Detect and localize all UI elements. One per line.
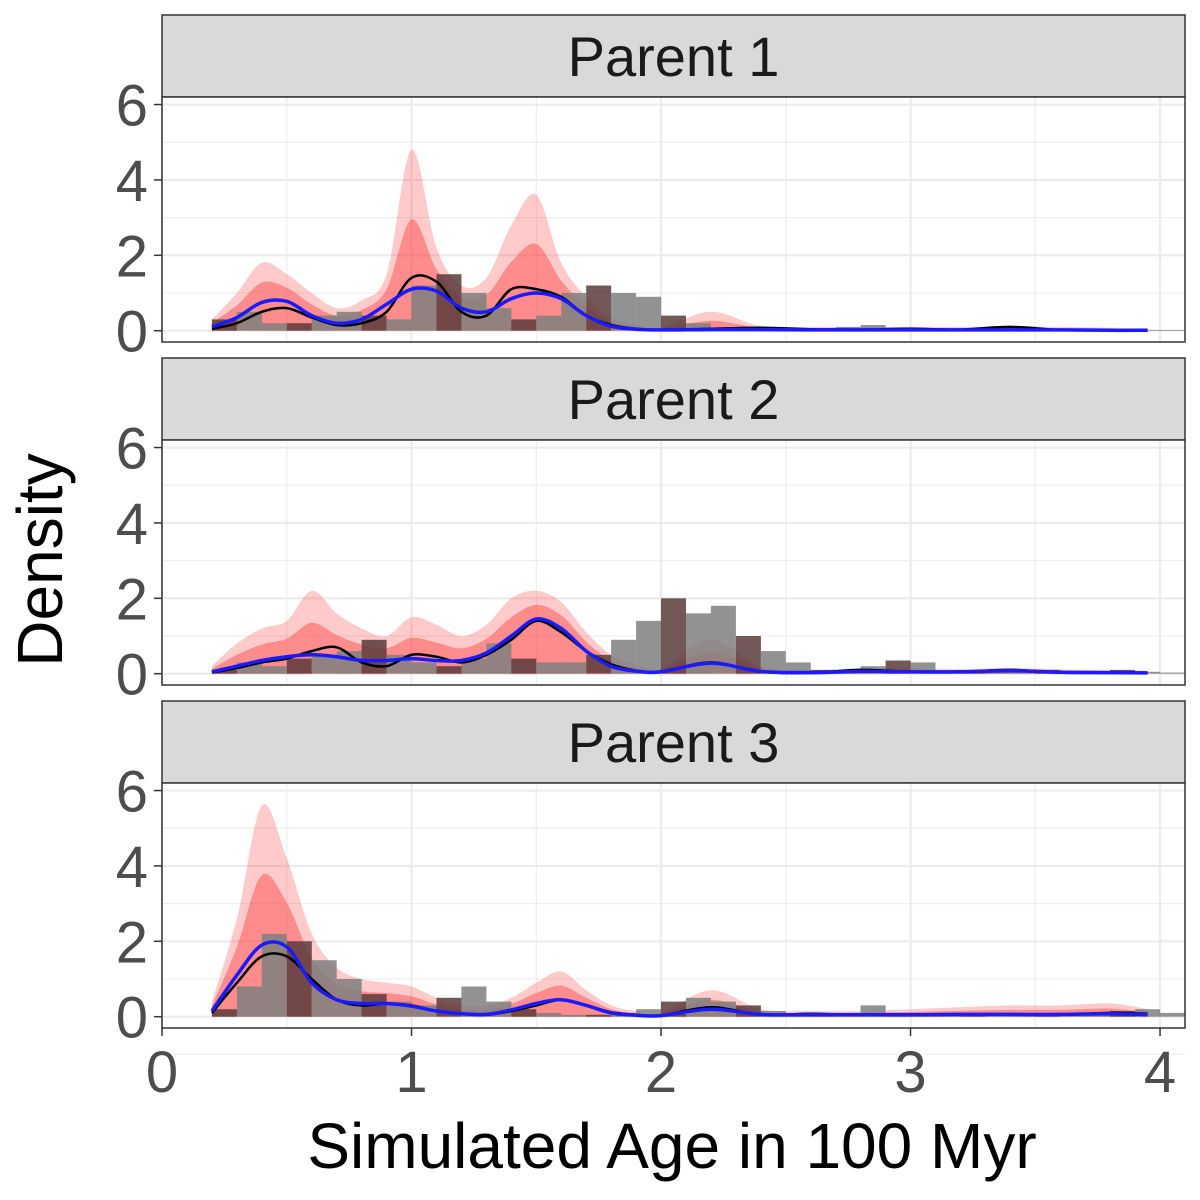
facet-panel: Parent 3 0 2 4 6	[116, 700, 1186, 1055]
x-axis-title: Simulated Age in 100 Myr	[307, 1110, 1036, 1182]
histogram-bar	[486, 308, 512, 331]
histogram-bar	[361, 315, 387, 331]
histogram-bar	[636, 1009, 662, 1017]
bootstrap-band-core	[211, 604, 1148, 674]
y-tick-label: 4	[116, 149, 148, 214]
y-tick-label: 0	[116, 986, 148, 1051]
facet-panels: Parent 1 0 2 4 6 Parent 2 0 2 4 6 Parent 3 0 2 4 6	[116, 14, 1186, 1055]
histogram-bar	[760, 651, 786, 674]
panel-border	[161, 96, 1186, 343]
histogram-bar	[985, 671, 1011, 674]
y-tick-label: 2	[116, 910, 148, 975]
facet-panel: Parent 1 0 2 4 6	[116, 14, 1186, 369]
histogram-bar	[386, 319, 412, 331]
histogram-bar	[511, 1009, 537, 1017]
x-tick-label: 3	[894, 1040, 926, 1105]
x-axis: 0 1 2 3 4	[146, 1028, 1176, 1105]
histogram-bar	[586, 1014, 612, 1017]
histogram-bar	[461, 986, 487, 1017]
histogram-bar	[236, 662, 262, 674]
x-tick-label: 2	[645, 1040, 677, 1105]
facet-strip	[161, 357, 1186, 441]
y-tick-label: 0	[116, 643, 148, 708]
histogram-bar	[286, 658, 312, 674]
histogram-bar	[1160, 329, 1185, 331]
histogram-bar	[211, 669, 237, 674]
histogram-bar	[661, 598, 686, 674]
histogram-bar	[436, 666, 462, 674]
fitted-density-line	[211, 286, 1148, 333]
histogram-bar	[411, 1005, 437, 1017]
histogram-bar	[411, 285, 437, 331]
y-tick-label: 0	[116, 300, 148, 365]
histogram-bar	[1160, 1012, 1185, 1017]
histogram-bar	[561, 1014, 587, 1017]
plot-background	[162, 97, 1185, 342]
histogram-bar	[1085, 1014, 1111, 1017]
y-tick-label: 6	[116, 760, 148, 825]
y-tick-label: 2	[116, 224, 148, 289]
histogram-bar	[636, 620, 662, 674]
histogram-bar	[860, 325, 886, 331]
histogram-bar	[336, 979, 362, 1017]
y-tick-label: 6	[116, 417, 148, 482]
histogram-bar	[785, 662, 811, 674]
histogram-bar	[735, 1005, 761, 1017]
y-tick-label: 2	[116, 567, 148, 632]
histogram-bar	[511, 658, 537, 674]
histogram-bar	[261, 323, 287, 331]
x-tick-label: 0	[146, 1040, 178, 1105]
panel-border	[161, 439, 1186, 686]
histogram-bar	[686, 323, 711, 331]
facet-label: Parent 3	[568, 711, 780, 774]
x-tick-label: 1	[395, 1040, 427, 1105]
x-tick-label: 4	[1144, 1040, 1176, 1105]
y-axis: 0 2 4 6	[116, 74, 162, 365]
facet-panel: Parent 2 0 2 4 6	[116, 357, 1186, 712]
fitted-density-line	[210, 940, 1148, 1018]
histogram-bar	[536, 1012, 562, 1017]
y-tick-label: 6	[116, 74, 148, 139]
histogram-bar	[1160, 672, 1185, 674]
bootstrap-band-area	[211, 590, 1148, 674]
histogram-bar	[561, 662, 587, 674]
histogram-bar	[211, 319, 237, 331]
y-axis: 0 2 4 6	[116, 417, 162, 708]
facet-label: Parent 2	[568, 368, 780, 431]
y-axis-title: Density	[4, 453, 76, 666]
histogram-bar	[586, 654, 612, 674]
histogram-bar	[311, 654, 337, 674]
facet-strip	[161, 14, 1186, 98]
histogram-bar	[536, 315, 562, 331]
facet-label: Parent 1	[568, 25, 780, 88]
histogram-bar	[286, 323, 312, 331]
facet-strip	[161, 700, 1186, 784]
panel-border	[161, 782, 1186, 1029]
y-tick-label: 4	[116, 492, 148, 557]
histogram-bar	[236, 986, 262, 1017]
histogram-bar	[261, 933, 287, 1017]
histogram-bar	[361, 639, 387, 674]
histogram-bar	[910, 662, 936, 674]
histogram-bar	[261, 666, 287, 674]
fitted-density-line	[211, 617, 1148, 675]
y-tick-label: 4	[116, 835, 148, 900]
histogram-bar	[436, 274, 462, 331]
bootstrap-band	[211, 590, 1148, 674]
histogram-bar	[611, 293, 637, 331]
histogram-bar	[636, 296, 662, 331]
histogram-bar	[211, 1009, 237, 1017]
histogram-bar	[536, 662, 562, 674]
histogram-bar	[860, 1005, 886, 1017]
histogram-bar	[236, 311, 262, 331]
grid	[160, 783, 1185, 1055]
y-axis: 0 2 4 6	[116, 760, 162, 1051]
grid	[160, 440, 1185, 712]
histogram-bar	[511, 319, 537, 331]
histogram-bar	[661, 315, 686, 331]
histogram-bar	[411, 662, 437, 674]
